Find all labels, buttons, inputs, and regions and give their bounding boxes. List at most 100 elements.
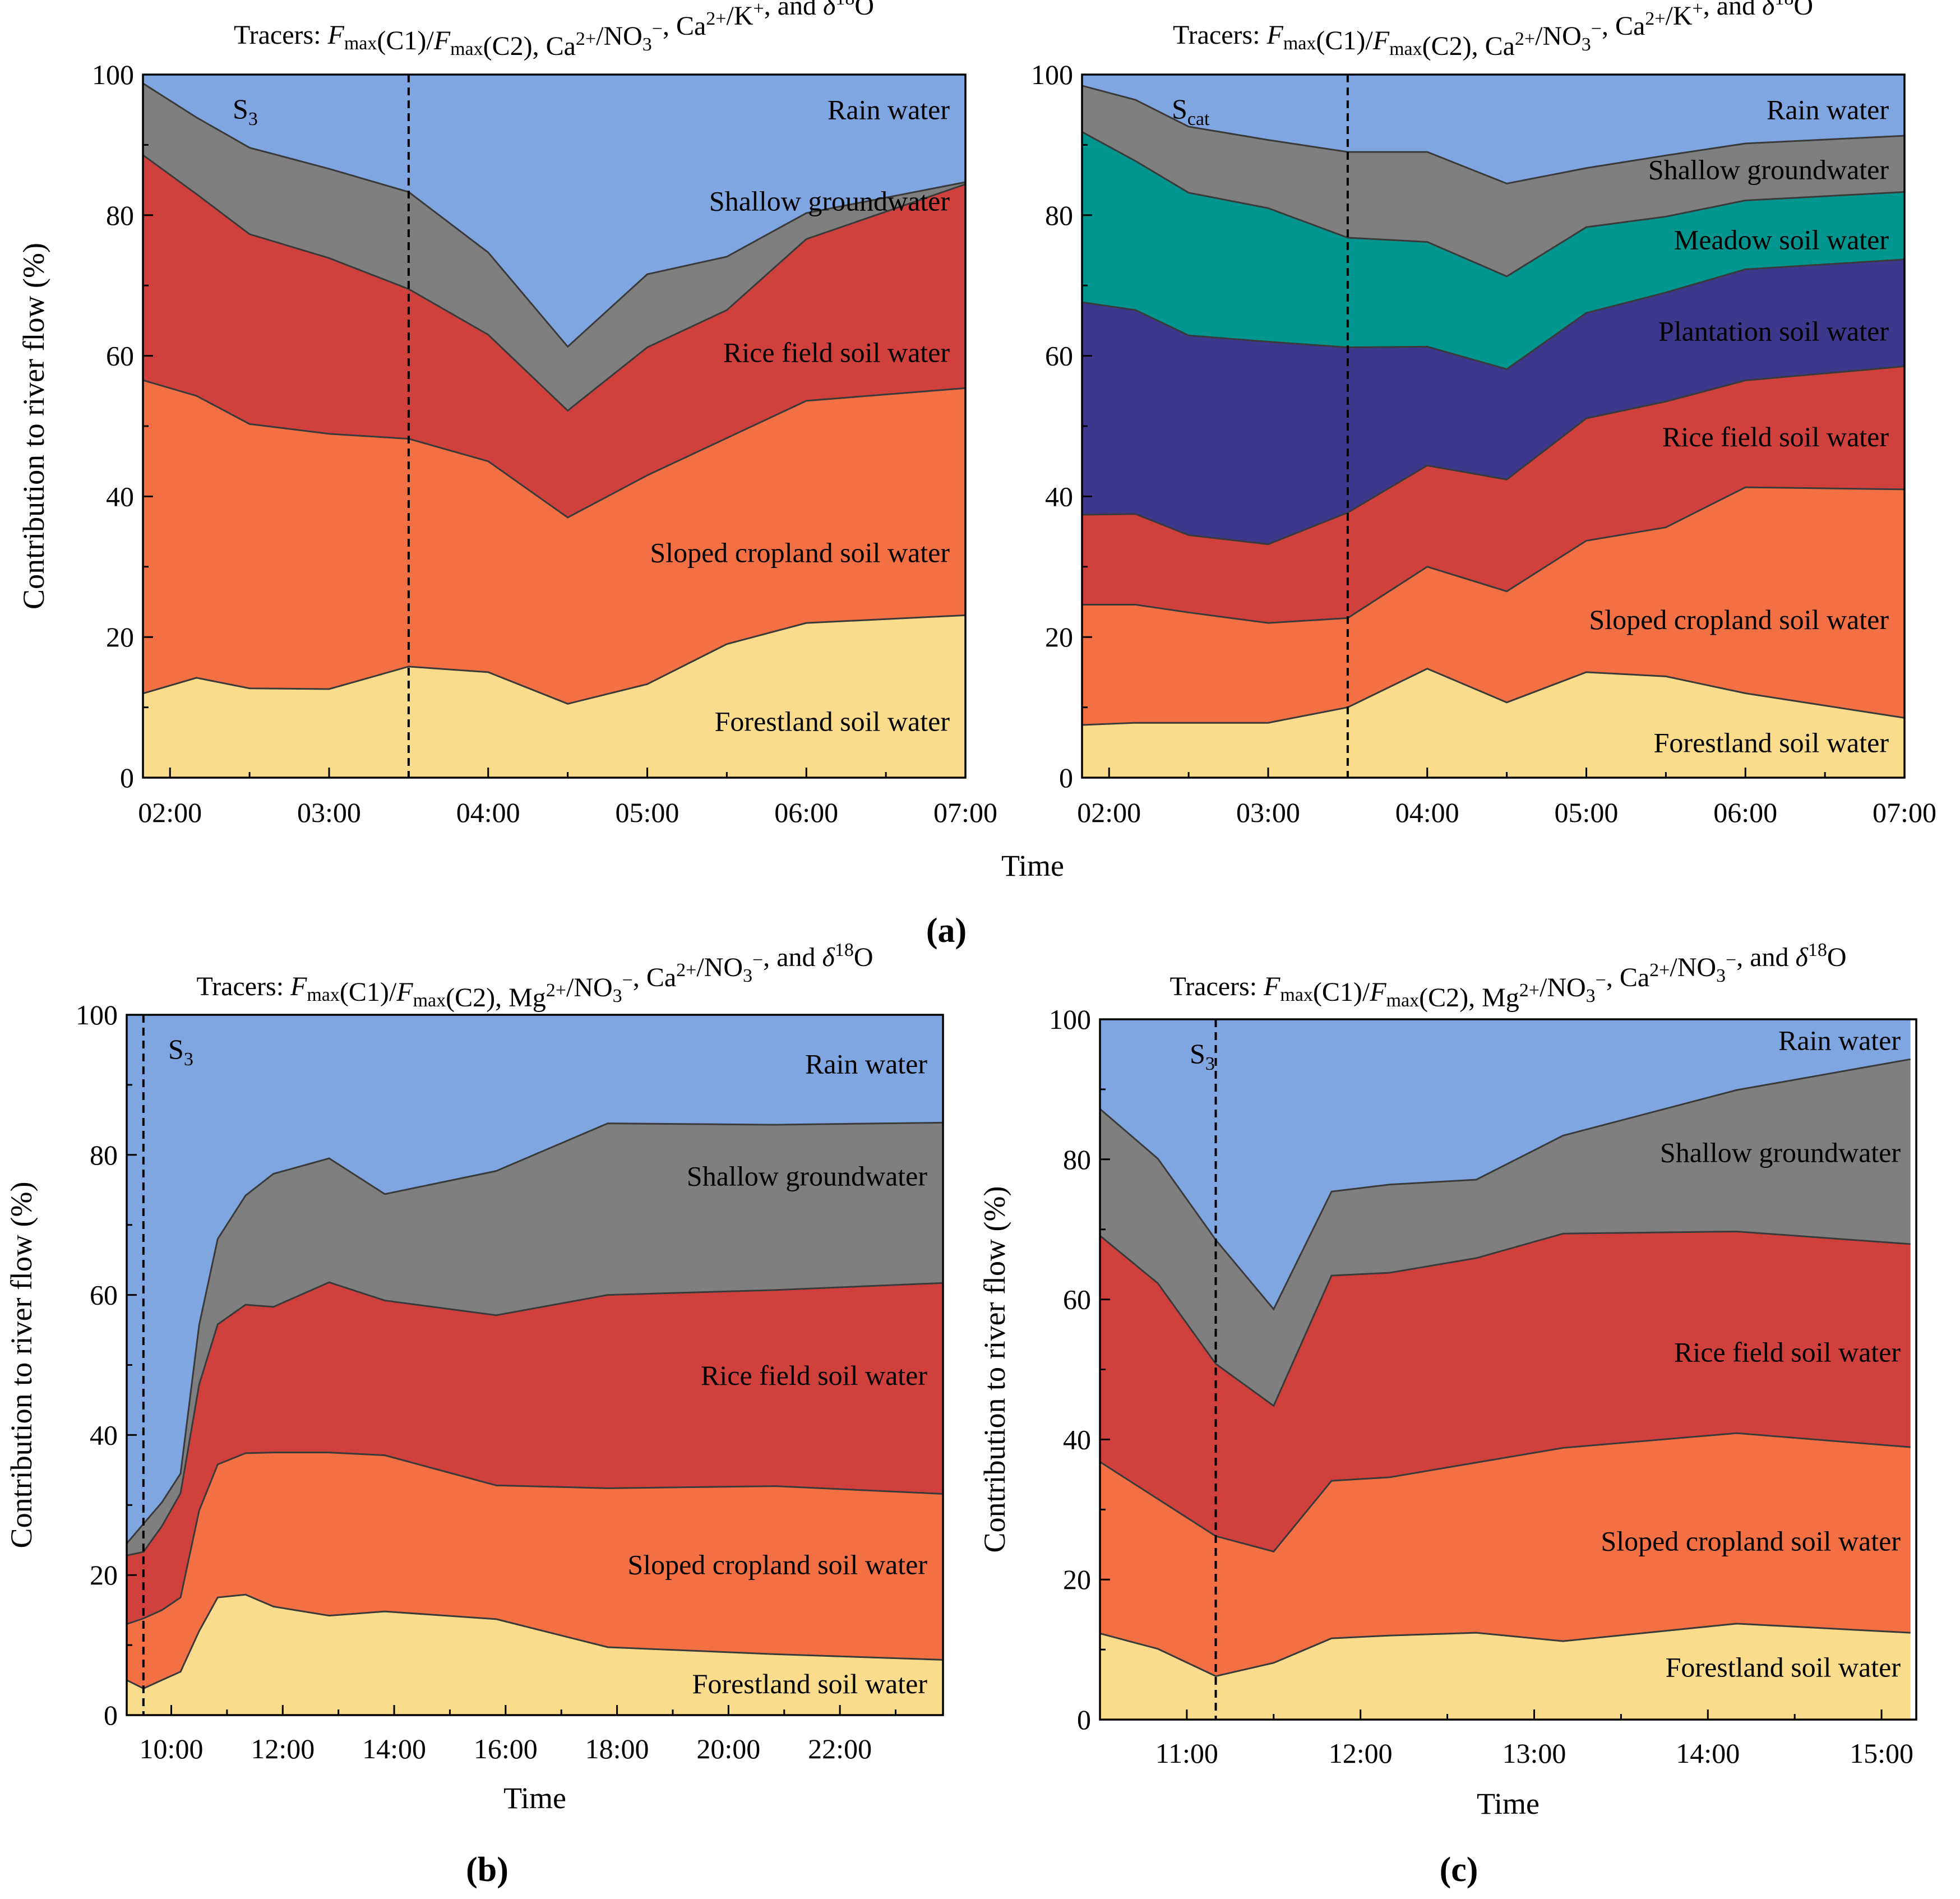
- area-forestland-soil-water: [1100, 1623, 1911, 1720]
- y-tick-label: 80: [1045, 200, 1073, 231]
- panel-title: Tracers: Fmax(C1)/Fmax(C2), Mg2+/NO3−, C…: [197, 940, 873, 1013]
- boundary-shallow-groundwater: [1082, 85, 1905, 184]
- area-rice-field-soil-water: [1100, 1231, 1911, 1552]
- series-label-forestland-soil-water: Forestland soil water: [1654, 727, 1889, 758]
- panel-title: Tracers: Fmax(C1)/Fmax(C2), Mg2+/NO3−, C…: [1170, 940, 1847, 1013]
- x-tick-label: 14:00: [362, 1733, 426, 1764]
- series-label-sloped-cropland-soil-water: Sloped cropland soil water: [650, 537, 950, 569]
- x-tick-label: 06:00: [774, 797, 838, 828]
- x-axis-title: Time: [1477, 1787, 1540, 1821]
- area-shallow-groundwater: [1082, 86, 1904, 276]
- x-tick-label: 03:00: [1236, 797, 1300, 828]
- x-tick-label: 04:00: [1395, 797, 1459, 828]
- y-axis-title: Contribution to river flow (%): [17, 243, 50, 609]
- x-tick-label: 10:00: [140, 1733, 204, 1764]
- boundary-shallow-groundwater: [1099, 1058, 1911, 1311]
- series-label-rice-field-soil-water: Rice field soil water: [1662, 421, 1889, 452]
- boundary-sloped-cropland-soil-water: [1099, 1432, 1911, 1553]
- y-tick-label: 100: [1049, 1004, 1091, 1035]
- area-shallow-groundwater: [127, 1122, 942, 1556]
- area-shallow-groundwater: [143, 84, 966, 411]
- marker-label: S3: [233, 93, 258, 130]
- x-tick-label: 12:00: [251, 1733, 315, 1764]
- area-rice-field-soil-water: [1082, 366, 1904, 623]
- panel-letter-c: (c): [1440, 1851, 1478, 1889]
- y-tick-label: 100: [92, 59, 134, 90]
- x-tick-label: 20:00: [696, 1733, 760, 1764]
- y-tick-label: 60: [90, 1279, 118, 1311]
- series-label-shallow-groundwater: Shallow groundwater: [1660, 1136, 1901, 1168]
- y-tick-label: 0: [1059, 762, 1073, 793]
- y-axis-title: Contribution to river flow (%): [978, 1186, 1011, 1553]
- x-tick-label: 14:00: [1676, 1738, 1740, 1769]
- series-label-shallow-groundwater: Shallow groundwater: [687, 1160, 927, 1191]
- x-tick-label: 02:00: [138, 797, 202, 828]
- series-label-plantation-soil-water: Plantation soil water: [1658, 316, 1889, 347]
- series-label-shallow-groundwater: Shallow groundwater: [709, 186, 950, 217]
- y-tick-label: 0: [120, 762, 134, 793]
- x-tick-label: 05:00: [616, 797, 679, 828]
- y-tick-label: 20: [106, 621, 134, 653]
- series-label-rice-field-soil-water: Rice field soil water: [701, 1360, 927, 1391]
- y-tick-label: 80: [90, 1139, 118, 1171]
- panel-letter-b: (b): [466, 1851, 509, 1889]
- y-tick-label: 20: [1045, 621, 1073, 653]
- panel-c: Forestland soil water Sloped cropland soi…: [978, 940, 1917, 1821]
- boundary-sloped-cropland-soil-water: [1082, 486, 1905, 624]
- area-forestland-soil-water: [1082, 668, 1904, 778]
- panel-a-left: Forestland soil water Sloped cropland soi…: [17, 0, 997, 828]
- panel-a-right: Forestland soil water Sloped cropland soi…: [1031, 0, 1936, 828]
- boundary-sloped-cropland-soil-water: [126, 1452, 942, 1625]
- y-tick-label: 0: [1077, 1704, 1091, 1735]
- x-axis-title-panel-a: Time: [1001, 849, 1064, 882]
- x-tick-label: 06:00: [1713, 797, 1777, 828]
- boundary-forestland-soil-water: [1082, 667, 1905, 726]
- area-sloped-cropland-soil-water: [1082, 487, 1904, 725]
- boundary-forestland-soil-water: [143, 614, 966, 705]
- area-plantation-soil-water: [1082, 259, 1904, 544]
- boundary-meadow-soil-water: [1082, 131, 1905, 278]
- boundary-rice-field-soil-water: [126, 1281, 942, 1556]
- series-label-forestland-soil-water: Forestland soil water: [692, 1668, 928, 1699]
- x-tick-label: 05:00: [1555, 797, 1619, 828]
- y-tick-label: 20: [1063, 1564, 1091, 1595]
- area-rain-water: [1082, 73, 1904, 184]
- boundary-forestland-soil-water: [1099, 1623, 1911, 1678]
- area-shallow-groundwater: [1100, 1059, 1911, 1406]
- y-tick-label: 0: [104, 1699, 118, 1731]
- x-tick-label: 22:00: [808, 1733, 872, 1764]
- area-meadow-soil-water: [1082, 132, 1904, 369]
- panel-title: Tracers: Fmax(C1)/Fmax(C2), Ca2+/NO3−, C…: [234, 0, 874, 61]
- series-label-sloped-cropland-soil-water: Sloped cropland soil water: [1589, 604, 1889, 635]
- x-tick-label: 13:00: [1503, 1738, 1566, 1769]
- area-sloped-cropland-soil-water: [143, 380, 966, 704]
- y-tick-label: 80: [1063, 1144, 1091, 1175]
- marker-label: Scat: [1172, 93, 1210, 130]
- y-axis-title: Contribution to river flow (%): [4, 1182, 38, 1549]
- area-rice-field-soil-water: [127, 1282, 942, 1624]
- x-tick-label: 02:00: [1077, 797, 1141, 828]
- area-sloped-cropland-soil-water: [1100, 1433, 1911, 1676]
- y-tick-label: 60: [1045, 340, 1073, 372]
- area-sloped-cropland-soil-water: [127, 1452, 942, 1689]
- y-tick-label: 100: [1031, 59, 1073, 90]
- x-tick-label: 18:00: [585, 1733, 649, 1764]
- boundary-plantation-soil-water: [1082, 258, 1905, 371]
- series-label-rain-water: Rain water: [805, 1048, 927, 1079]
- boundary-shallow-groundwater: [126, 1121, 942, 1544]
- x-axis-title: Time: [503, 1781, 566, 1815]
- panel-title: Tracers: Fmax(C1)/Fmax(C2), Ca2+/NO3−, C…: [1173, 0, 1813, 61]
- area-rain-water: [143, 75, 966, 347]
- boundary-rice-field-soil-water: [1099, 1230, 1911, 1407]
- y-tick-label: 20: [90, 1559, 118, 1591]
- boundary-forestland-soil-water: [126, 1593, 942, 1690]
- series-label-rain-water: Rain water: [1778, 1024, 1901, 1056]
- series-label-sloped-cropland-soil-water: Sloped cropland soil water: [1601, 1526, 1901, 1557]
- boundary-rice-field-soil-water: [1082, 365, 1905, 546]
- x-tick-label: 16:00: [474, 1733, 538, 1764]
- marker-label: S3: [1190, 1038, 1215, 1074]
- x-tick-label: 15:00: [1850, 1738, 1913, 1769]
- series-label-forestland-soil-water: Forestland soil water: [715, 706, 950, 737]
- y-tick-label: 60: [1063, 1284, 1091, 1315]
